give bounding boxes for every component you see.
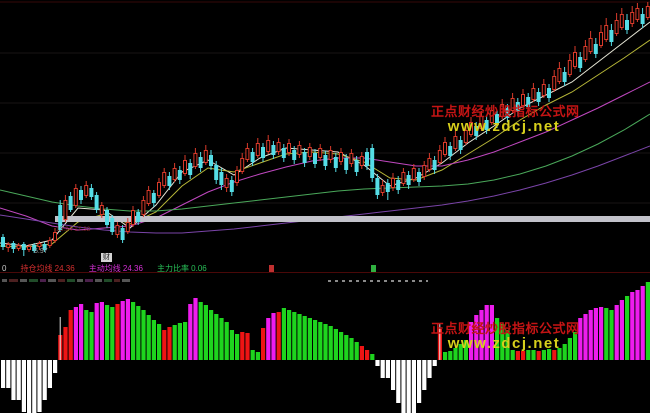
- indicator-label: 主力比率 0.06: [156, 264, 207, 273]
- ma-green: [0, 113, 650, 212]
- spike-marks-layer: [59, 317, 441, 360]
- candles-layer: [1, 2, 650, 256]
- cost-band: [55, 216, 650, 222]
- divider-marker: [269, 265, 274, 272]
- indicator-label: 0: [2, 264, 7, 273]
- ma-lines-layer: [0, 21, 650, 248]
- price-annotation: 13.94 17.32: [56, 226, 91, 233]
- price-annotation: 6.97: [34, 248, 48, 255]
- panel-divider-line: [0, 272, 650, 273]
- divider-marker: [371, 265, 376, 272]
- indicator-label-row: 0 持仓均线 24.36 主动均线 24.36 主力比率 0.06: [2, 264, 207, 273]
- ma-fast-white: [0, 21, 650, 247]
- params-dashes-row: [2, 279, 130, 282]
- indicator-histogram[interactable]: [0, 277, 650, 413]
- indicator-label: 持仓均线 24.36: [20, 264, 75, 273]
- ma-yellow: [0, 39, 650, 248]
- histogram-bars-layer: [1, 282, 650, 413]
- candlestick-chart[interactable]: 6.97 13.94 17.32: [0, 0, 650, 258]
- indicator-label: 主动均线 24.36: [88, 264, 143, 273]
- status-badge: 财: [101, 253, 112, 262]
